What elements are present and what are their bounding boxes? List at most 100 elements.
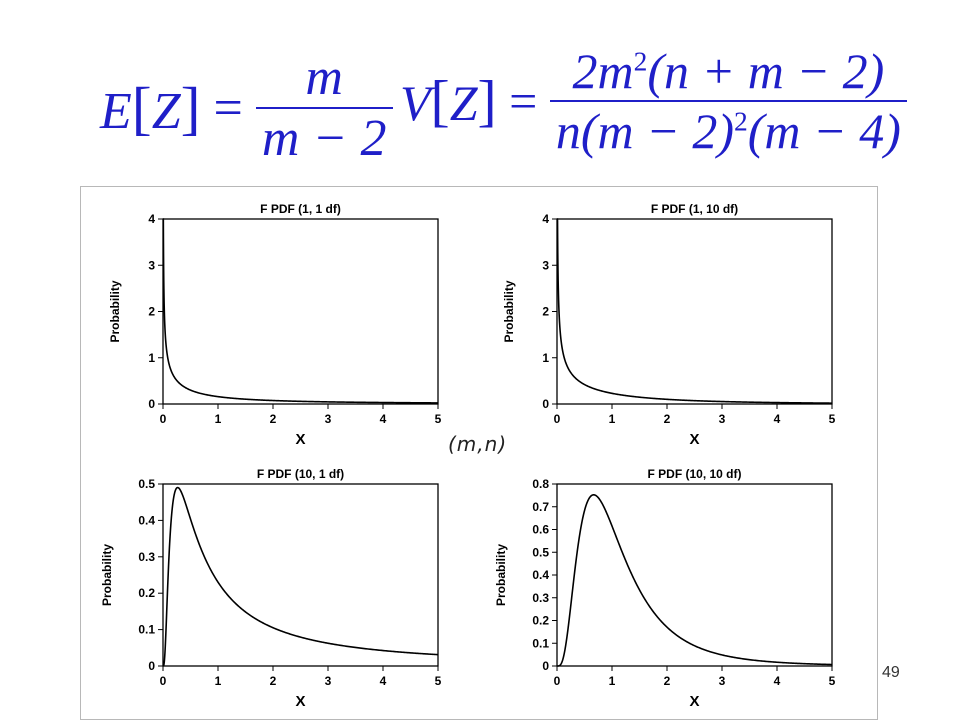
y-axis-label: Probability: [100, 544, 114, 606]
y-tick-label: 2: [542, 305, 549, 319]
bracket-close: ]: [477, 69, 497, 133]
x-tick-label: 3: [325, 674, 332, 688]
y-axis-label: Probability: [494, 544, 508, 606]
x-axis-label: X: [295, 693, 305, 710]
figure-panel: F PDF (1, 1 df) 0 1 2 3 4 5 0 1 2 3 4 X Probability F …: [80, 186, 878, 720]
plot-title: F PDF (1, 10 df): [651, 202, 738, 216]
y-tick-label: 0.7: [532, 500, 549, 514]
y-tick-label: 1: [542, 351, 549, 365]
fraction: m m − 2: [255, 48, 393, 168]
fraction-denominator: n(m − 2)2(m − 4): [549, 100, 907, 160]
x-tick-label: 0: [554, 412, 561, 426]
equals-sign: =: [213, 79, 243, 137]
x-tick-label: 5: [435, 412, 442, 426]
x-tick-label: 1: [609, 412, 616, 426]
plot-1: F PDF (1, 1 df) 0 1 2 3 4 5 0 1 2 3 4 X Probability: [108, 202, 442, 448]
y-tick-label: 4: [148, 212, 155, 226]
fraction-numerator: m: [305, 49, 343, 106]
numerator-part: (n + m − 2): [647, 43, 885, 99]
y-axis-label: Probability: [108, 280, 122, 342]
y-tick-label: 0.1: [138, 623, 155, 637]
x-tick-label: 4: [380, 674, 387, 688]
formula-arg: Z: [449, 74, 478, 131]
variance-formula: V[Z] = 2m2(n + m − 2) n(m − 2)2(m − 4): [400, 42, 907, 160]
formula-lhs: E[Z]: [100, 74, 201, 143]
x-tick-label: 2: [664, 412, 671, 426]
denominator-part: (m − 4): [747, 103, 901, 159]
x-tick-label: 5: [829, 674, 836, 688]
formula-letter: E: [100, 82, 132, 140]
y-tick-label: 0: [148, 659, 155, 673]
y-tick-label: 3: [542, 258, 549, 272]
plot-3: F PDF (10, 1 df) 0 1 2 3 4 5 0 0.1 0.2 0.3 0.4 0.5 X P…: [100, 467, 442, 710]
plot-4: F PDF (10, 10 df) 0 1 2 3 4 5 0 0.1 0.2 0.3 0.4 0.5 0…: [494, 467, 836, 710]
pdf-curve: [557, 494, 833, 667]
expected-value-formula: E[Z] = m m − 2: [100, 48, 393, 168]
y-tick-label: 0.1: [532, 636, 549, 650]
x-tick-label: 2: [270, 412, 277, 426]
x-tick-label: 1: [609, 674, 616, 688]
y-tick-label: 0.4: [532, 568, 549, 582]
y-tick-label: 1: [148, 351, 155, 365]
denominator-part: n(m − 2): [555, 103, 735, 159]
x-tick-label: 1: [215, 412, 222, 426]
y-tick-label: 0.8: [532, 477, 549, 491]
plot-title: F PDF (1, 1 df): [260, 202, 341, 216]
plot-frame: [556, 218, 833, 405]
numerator-part: 2m: [572, 43, 634, 99]
plot-title: F PDF (10, 10 df): [647, 467, 741, 481]
x-tick-label: 5: [829, 412, 836, 426]
x-axis-label: X: [689, 693, 699, 710]
pdf-curve: [556, 218, 832, 404]
y-axis-label: Probability: [502, 280, 516, 342]
x-tick-label: 1: [215, 674, 222, 688]
x-tick-label: 2: [664, 674, 671, 688]
y-tick-label: 0.5: [138, 477, 155, 491]
plot-frame: [556, 483, 833, 667]
bracket-open: [: [430, 69, 450, 133]
denominator-exponent: 2: [734, 105, 748, 137]
x-tick-label: 0: [160, 674, 167, 688]
x-tick-label: 2: [270, 674, 277, 688]
y-tick-label: 0.5: [532, 545, 549, 559]
fraction: 2m2(n + m − 2) n(m − 2)2(m − 4): [549, 42, 907, 160]
x-axis-label: X: [689, 431, 699, 448]
equals-sign: =: [509, 73, 538, 129]
formula-arg: Z: [151, 82, 181, 140]
y-tick-label: 0.3: [532, 591, 549, 605]
plot-frame: [162, 218, 439, 405]
bracket-open: [: [131, 74, 152, 141]
y-tick-label: 0: [148, 397, 155, 411]
x-tick-label: 3: [325, 412, 332, 426]
x-tick-label: 4: [774, 674, 781, 688]
f-pdf-plots: F PDF (1, 1 df)0 1 2 3 4 501234XProbabilityF …: [100, 202, 836, 710]
bracket-close: ]: [180, 74, 201, 141]
y-tick-label: 0: [542, 659, 549, 673]
formula-lhs: V[Z]: [400, 69, 497, 134]
x-tick-label: 4: [380, 412, 387, 426]
y-tick-label: 3: [148, 258, 155, 272]
x-tick-label: 3: [719, 412, 726, 426]
x-axis-label: X: [295, 431, 305, 448]
pdf-curve: [162, 486, 439, 667]
parameter-caption: (m,n): [448, 432, 508, 456]
y-tick-label: 0.6: [532, 523, 549, 537]
plot-title: F PDF (10, 1 df): [257, 467, 344, 481]
pdf-curve: [162, 218, 438, 404]
fraction-numerator: 2m2(n + m − 2): [550, 42, 907, 100]
y-tick-label: 0: [542, 397, 549, 411]
x-tick-label: 5: [435, 674, 442, 688]
y-tick-label: 4: [542, 212, 549, 226]
fraction-denominator: m − 2: [255, 107, 393, 168]
y-tick-label: 0.3: [138, 550, 155, 564]
y-tick-label: 0.2: [138, 586, 155, 600]
y-tick-label: 0.2: [532, 614, 549, 628]
page-number: 49: [882, 664, 900, 681]
plot-2: F PDF (1, 10 df) 0 1 2 3 4 5 0 1 2 3 4 X Probability: [502, 202, 836, 448]
y-tick-label: 0.4: [138, 513, 155, 527]
x-tick-label: 0: [160, 412, 167, 426]
x-tick-label: 0: [554, 674, 561, 688]
formula-letter: V: [400, 74, 431, 131]
y-tick-label: 2: [148, 305, 155, 319]
x-tick-label: 4: [774, 412, 781, 426]
